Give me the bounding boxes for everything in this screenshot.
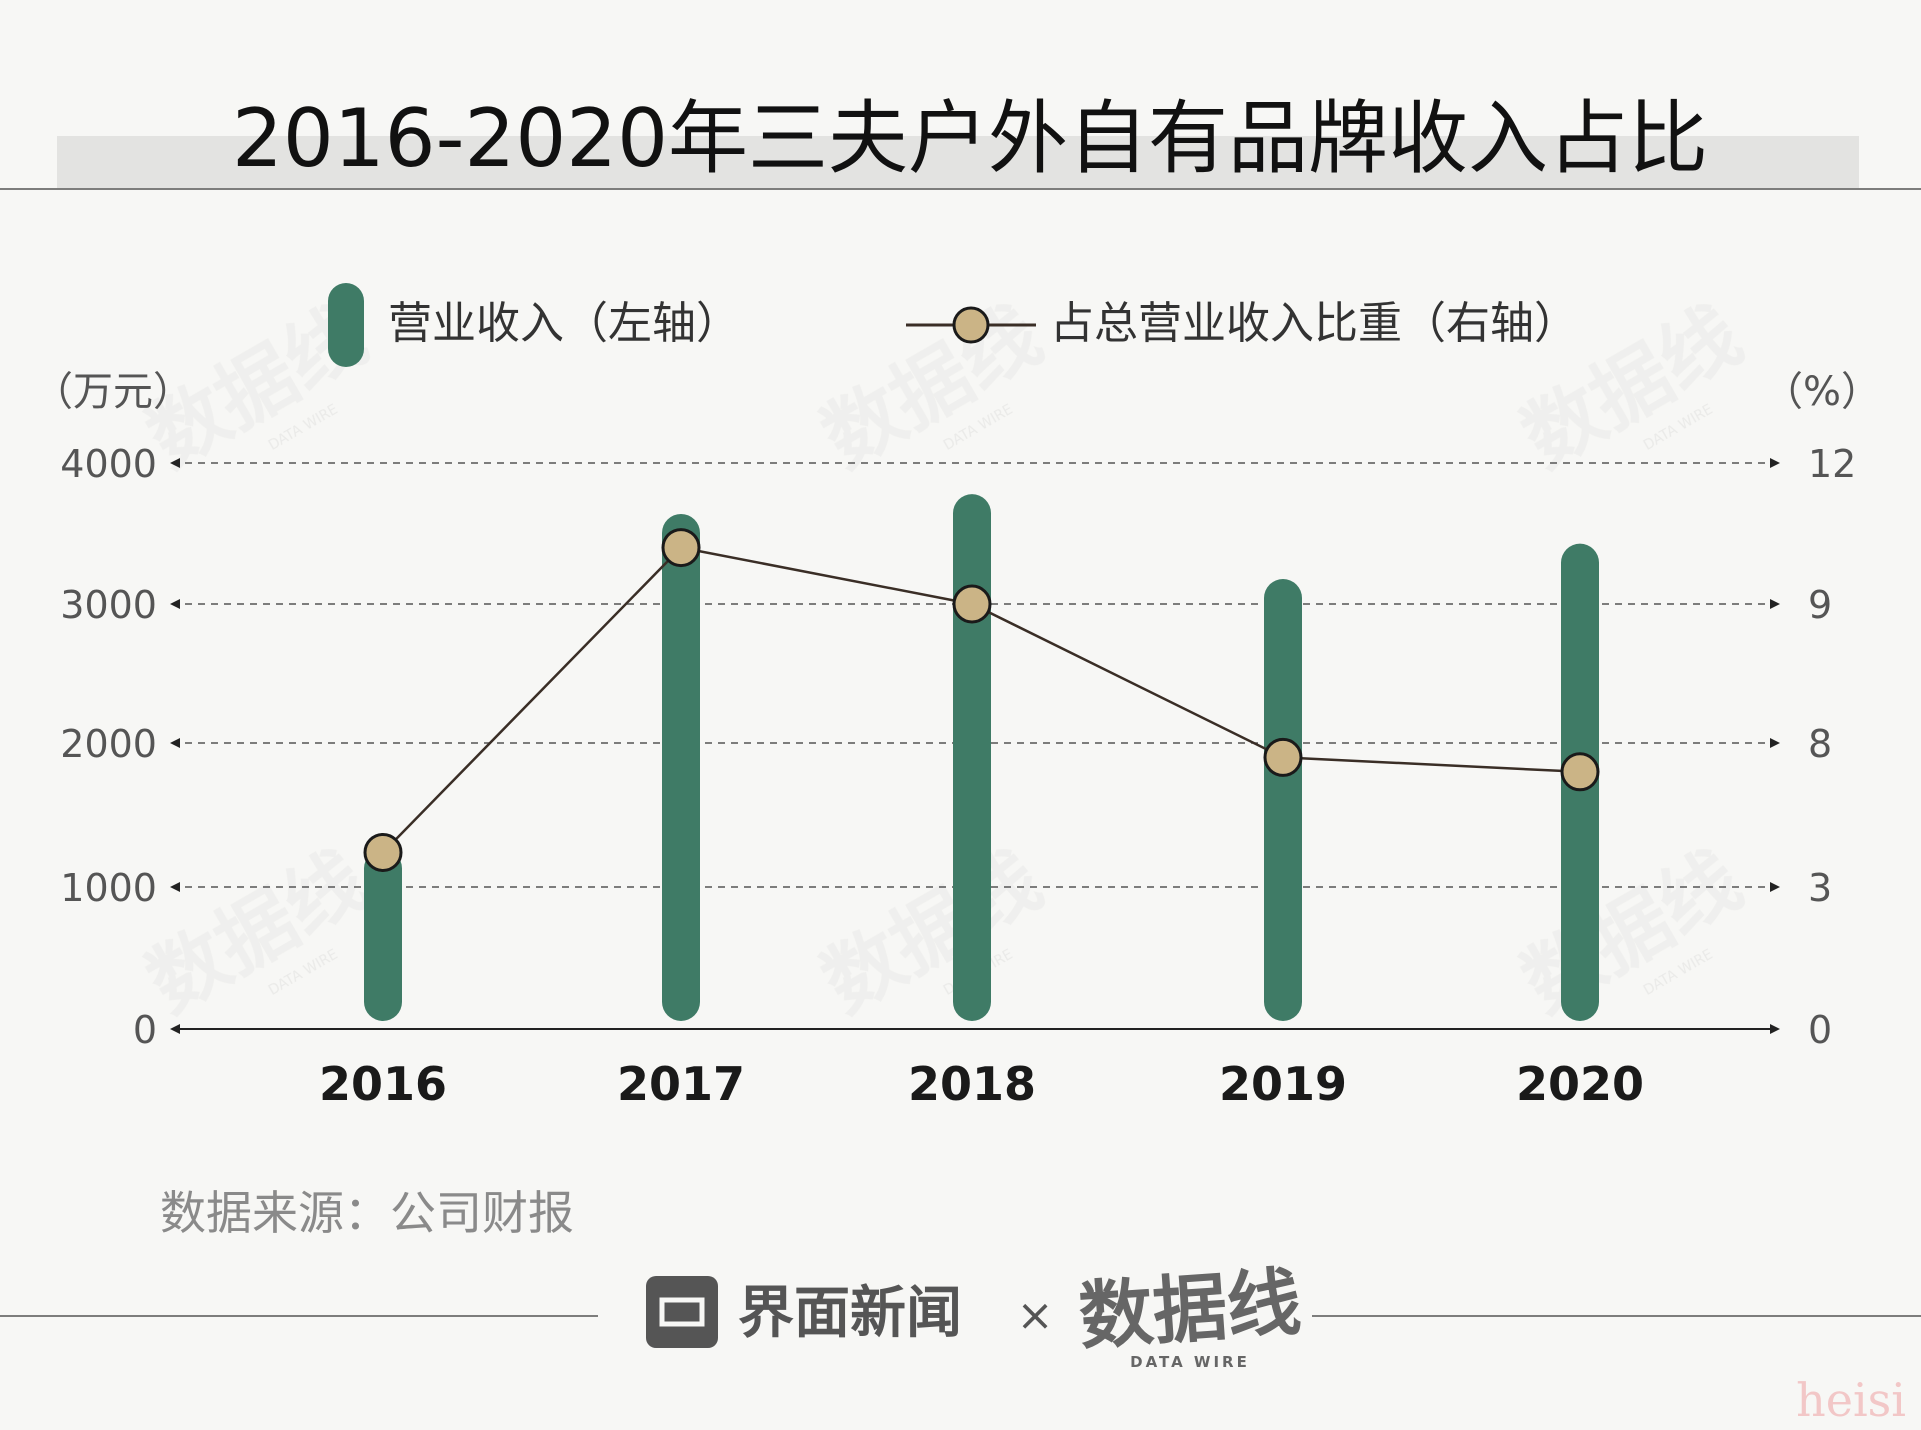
left-tick-label: 4000	[60, 442, 157, 486]
right-tick-label: 0	[1808, 1008, 1832, 1052]
bar-2018	[953, 494, 991, 1021]
right-tick-label: 3	[1808, 866, 1832, 910]
category-label: 2020	[1516, 1057, 1644, 1111]
ratio-point-2019	[1263, 737, 1303, 777]
axis-arrow-right	[1770, 882, 1780, 892]
brand-right-logo: 数据线	[1076, 1259, 1303, 1360]
category-label: 2019	[1219, 1057, 1347, 1111]
right-tick-labels: 0 3 8 9 12	[1808, 442, 1856, 1052]
legend: 营业收入（左轴） 占总营业收入比重（右轴）	[328, 283, 1578, 367]
category-labels: 2016 2017 2018 2019 2020	[319, 1057, 1644, 1111]
watermark-text: 数据线	[1508, 835, 1756, 1030]
left-tick-label: 2000	[60, 722, 157, 766]
watermark-text: 数据线	[808, 835, 1056, 1030]
right-tick-label: 8	[1808, 722, 1832, 766]
brand-right-sub: DATA WIRE	[1130, 1353, 1250, 1371]
corner-watermark: heisi	[1796, 1373, 1906, 1427]
axis-arrow-right	[1770, 1024, 1780, 1034]
bars	[364, 494, 1599, 1021]
brand-left-name: 界面新闻	[738, 1281, 962, 1346]
left-tick-label: 0	[133, 1008, 157, 1052]
right-axis-unit: （%）	[1763, 369, 1881, 415]
watermark-text: 数据线	[133, 835, 381, 1030]
legend-line-label: 占总营业收入比重（右轴）	[1050, 298, 1578, 349]
jiemian-logo-icon-inner	[659, 1297, 705, 1327]
title-band	[57, 136, 1859, 188]
axis-arrow-right	[1770, 599, 1780, 609]
footer-brand: 界面新闻 × 数据线 DATA WIRE	[0, 1259, 1921, 1371]
axis-arrow-left	[170, 738, 180, 748]
category-label: 2017	[617, 1057, 745, 1111]
category-label: 2018	[908, 1057, 1036, 1111]
legend-bar-label: 营业收入（左轴）	[388, 298, 740, 349]
bar-2017	[662, 513, 700, 1021]
legend-bar-swatch	[328, 283, 364, 367]
axis-arrow-right	[1770, 458, 1780, 468]
ratio-point-2017	[661, 528, 701, 568]
right-tick-label: 12	[1808, 442, 1856, 486]
bar-2019	[1264, 579, 1302, 1021]
chart-title: 2016-2020年三夫户外自有品牌收入占比	[232, 92, 1708, 185]
legend-line-marker	[952, 306, 990, 344]
ratio-point-2020	[1560, 752, 1600, 792]
axis-arrow-left	[170, 882, 180, 892]
axis-arrow-left	[170, 599, 180, 609]
left-tick-label: 3000	[60, 583, 157, 627]
left-tick-labels: 0 1000 2000 3000 4000	[60, 442, 157, 1052]
left-tick-label: 1000	[60, 866, 157, 910]
category-label: 2016	[319, 1057, 447, 1111]
right-tick-label: 9	[1808, 583, 1832, 627]
gridlines	[170, 458, 1780, 1034]
jiemian-logo-icon	[646, 1276, 718, 1348]
source-note: 数据来源：公司财报	[160, 1186, 574, 1240]
axis-arrow-left	[170, 1024, 180, 1034]
brand-cross: ×	[1017, 1290, 1054, 1341]
bar-2016	[364, 849, 402, 1021]
ratio-point-2016	[363, 832, 403, 872]
ratio-point-2018	[952, 584, 992, 624]
watermark-text: 数据线	[808, 290, 1056, 485]
axis-arrow-right	[1770, 738, 1780, 748]
axis-arrow-left	[170, 458, 180, 468]
ratio-points	[363, 528, 1600, 872]
left-axis-unit: （万元）	[33, 369, 193, 415]
